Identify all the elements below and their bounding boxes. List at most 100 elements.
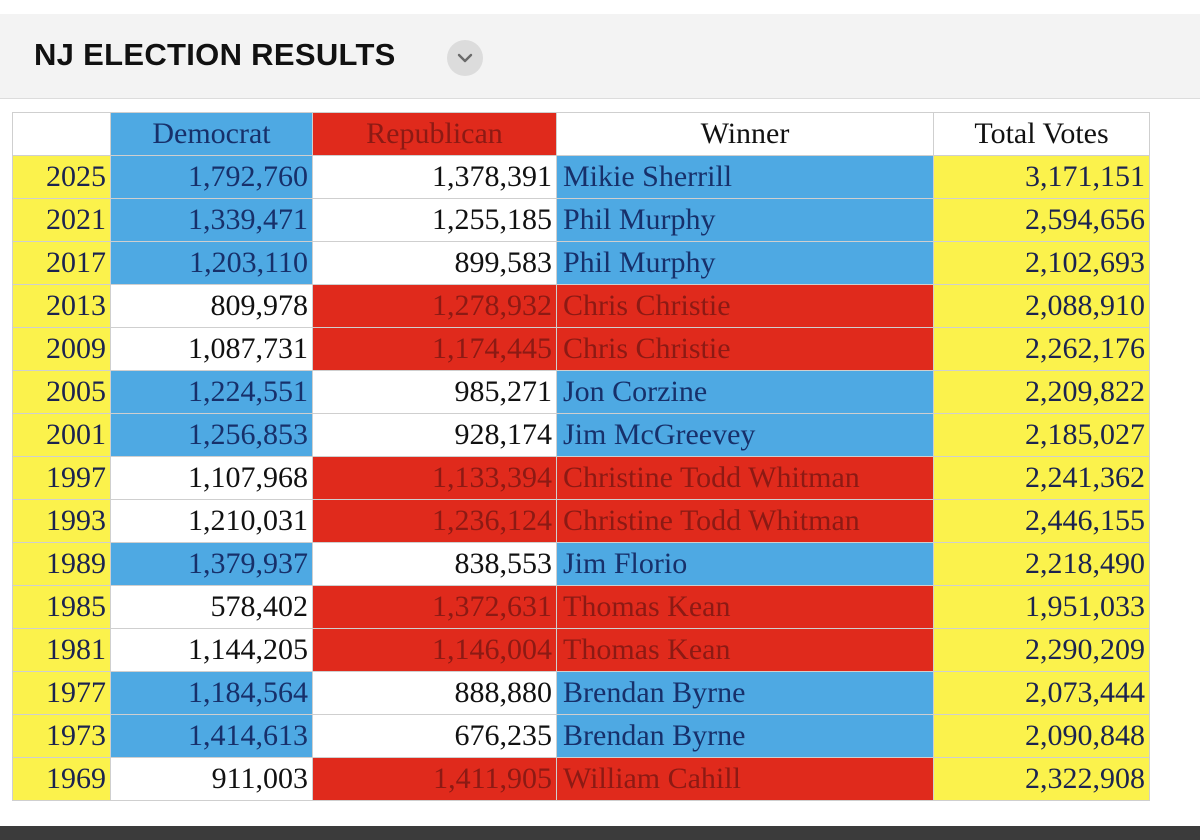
table-row: 2017 1,203,110 899,583 Phil Murphy 2,102,693 <box>12 241 1150 285</box>
winner-cell: Jon Corzine <box>556 370 934 414</box>
democrat-votes-cell: 911,003 <box>110 757 313 801</box>
republican-votes-cell: 888,880 <box>312 671 557 715</box>
total-votes-cell: 2,073,444 <box>933 671 1150 715</box>
table-body: 2025 1,792,760 1,378,391 Mikie Sherrill 3,17… <box>12 155 1150 801</box>
table-row: 1973 1,414,613 676,235 Brendan Byrne 2,090,8… <box>12 714 1150 758</box>
year-cell: 1989 <box>12 542 111 586</box>
winner-cell: Thomas Kean <box>556 628 934 672</box>
header-republican: Republican <box>312 112 557 156</box>
year-cell: 2017 <box>12 241 111 285</box>
winner-cell: Chris Christie <box>556 327 934 371</box>
total-votes-cell: 1,951,033 <box>933 585 1150 629</box>
winner-cell: Mikie Sherrill <box>556 155 934 199</box>
table-row: 1985 578,402 1,372,631 Thomas Kean 1,951,033 <box>12 585 1150 629</box>
winner-cell: Phil Murphy <box>556 198 934 242</box>
year-cell: 2021 <box>12 198 111 242</box>
democrat-votes-cell: 1,414,613 <box>110 714 313 758</box>
header-total-votes: Total Votes <box>933 112 1150 156</box>
total-votes-cell: 2,322,908 <box>933 757 1150 801</box>
republican-votes-cell: 838,553 <box>312 542 557 586</box>
democrat-votes-cell: 1,339,471 <box>110 198 313 242</box>
year-cell: 2001 <box>12 413 111 457</box>
republican-votes-cell: 1,174,445 <box>312 327 557 371</box>
total-votes-cell: 3,171,151 <box>933 155 1150 199</box>
total-votes-cell: 2,290,209 <box>933 628 1150 672</box>
democrat-votes-cell: 1,224,551 <box>110 370 313 414</box>
table-row: 2005 1,224,551 985,271 Jon Corzine 2,209,822 <box>12 370 1150 414</box>
democrat-votes-cell: 1,144,205 <box>110 628 313 672</box>
year-cell: 1985 <box>12 585 111 629</box>
republican-votes-cell: 1,255,185 <box>312 198 557 242</box>
year-cell: 2009 <box>12 327 111 371</box>
year-cell: 1997 <box>12 456 111 500</box>
table-row: 1977 1,184,564 888,880 Brendan Byrne 2,073,4… <box>12 671 1150 715</box>
democrat-votes-cell: 1,087,731 <box>110 327 313 371</box>
total-votes-cell: 2,262,176 <box>933 327 1150 371</box>
bottom-bar <box>0 826 1200 840</box>
winner-cell: Chris Christie <box>556 284 934 328</box>
table-row: 2009 1,087,731 1,174,445 Chris Christie 2,26… <box>12 327 1150 371</box>
winner-cell: William Cahill <box>556 757 934 801</box>
header-democrat: Democrat <box>110 112 313 156</box>
election-results-table: Democrat Republican Winner Total Votes 2… <box>12 112 1150 801</box>
table-row: 1989 1,379,937 838,553 Jim Florio 2,218,490 <box>12 542 1150 586</box>
republican-votes-cell: 1,372,631 <box>312 585 557 629</box>
header-winner: Winner <box>556 112 934 156</box>
table-row: 2021 1,339,471 1,255,185 Phil Murphy 2,594,6… <box>12 198 1150 242</box>
total-votes-cell: 2,446,155 <box>933 499 1150 543</box>
page-title: NJ ELECTION RESULTS <box>34 37 396 72</box>
winner-cell: Brendan Byrne <box>556 671 934 715</box>
total-votes-cell: 2,185,027 <box>933 413 1150 457</box>
title-dropdown-button[interactable] <box>447 40 483 76</box>
table-row: 1997 1,107,968 1,133,394 Christine Todd Whi… <box>12 456 1150 500</box>
republican-votes-cell: 928,174 <box>312 413 557 457</box>
republican-votes-cell: 899,583 <box>312 241 557 285</box>
democrat-votes-cell: 1,210,031 <box>110 499 313 543</box>
republican-votes-cell: 1,411,905 <box>312 757 557 801</box>
total-votes-cell: 2,102,693 <box>933 241 1150 285</box>
winner-cell: Thomas Kean <box>556 585 934 629</box>
winner-cell: Brendan Byrne <box>556 714 934 758</box>
chevron-down-icon <box>457 53 473 63</box>
democrat-votes-cell: 1,203,110 <box>110 241 313 285</box>
table-row: 1993 1,210,031 1,236,124 Christine Todd Whi… <box>12 499 1150 543</box>
winner-cell: Phil Murphy <box>556 241 934 285</box>
total-votes-cell: 2,090,848 <box>933 714 1150 758</box>
table-row: 2013 809,978 1,278,932 Chris Christie 2,088,… <box>12 284 1150 328</box>
year-cell: 1977 <box>12 671 111 715</box>
republican-votes-cell: 1,278,932 <box>312 284 557 328</box>
democrat-votes-cell: 809,978 <box>110 284 313 328</box>
winner-cell: Christine Todd Whitman <box>556 499 934 543</box>
winner-cell: Christine Todd Whitman <box>556 456 934 500</box>
year-cell: 1981 <box>12 628 111 672</box>
total-votes-cell: 2,218,490 <box>933 542 1150 586</box>
header-corner-cell <box>12 112 111 156</box>
table-row: 1981 1,144,205 1,146,004 Thomas Kean 2,290,2… <box>12 628 1150 672</box>
republican-votes-cell: 985,271 <box>312 370 557 414</box>
table-row: 2001 1,256,853 928,174 Jim McGreevey 2,185,0… <box>12 413 1150 457</box>
year-cell: 2005 <box>12 370 111 414</box>
year-cell: 1973 <box>12 714 111 758</box>
table-row: 1969 911,003 1,411,905 William Cahill 2,322,… <box>12 757 1150 801</box>
total-votes-cell: 2,209,822 <box>933 370 1150 414</box>
winner-cell: Jim McGreevey <box>556 413 934 457</box>
year-cell: 2013 <box>12 284 111 328</box>
democrat-votes-cell: 578,402 <box>110 585 313 629</box>
democrat-votes-cell: 1,792,760 <box>110 155 313 199</box>
total-votes-cell: 2,088,910 <box>933 284 1150 328</box>
democrat-votes-cell: 1,256,853 <box>110 413 313 457</box>
republican-votes-cell: 1,133,394 <box>312 456 557 500</box>
republican-votes-cell: 1,146,004 <box>312 628 557 672</box>
democrat-votes-cell: 1,379,937 <box>110 542 313 586</box>
table-row: 2025 1,792,760 1,378,391 Mikie Sherrill 3,17… <box>12 155 1150 199</box>
republican-votes-cell: 676,235 <box>312 714 557 758</box>
total-votes-cell: 2,241,362 <box>933 456 1150 500</box>
table-header-row: Democrat Republican Winner Total Votes <box>12 112 1150 156</box>
republican-votes-cell: 1,378,391 <box>312 155 557 199</box>
winner-cell: Jim Florio <box>556 542 934 586</box>
democrat-votes-cell: 1,107,968 <box>110 456 313 500</box>
democrat-votes-cell: 1,184,564 <box>110 671 313 715</box>
year-cell: 2025 <box>12 155 111 199</box>
header-bar: NJ ELECTION RESULTS <box>0 14 1200 99</box>
year-cell: 1969 <box>12 757 111 801</box>
